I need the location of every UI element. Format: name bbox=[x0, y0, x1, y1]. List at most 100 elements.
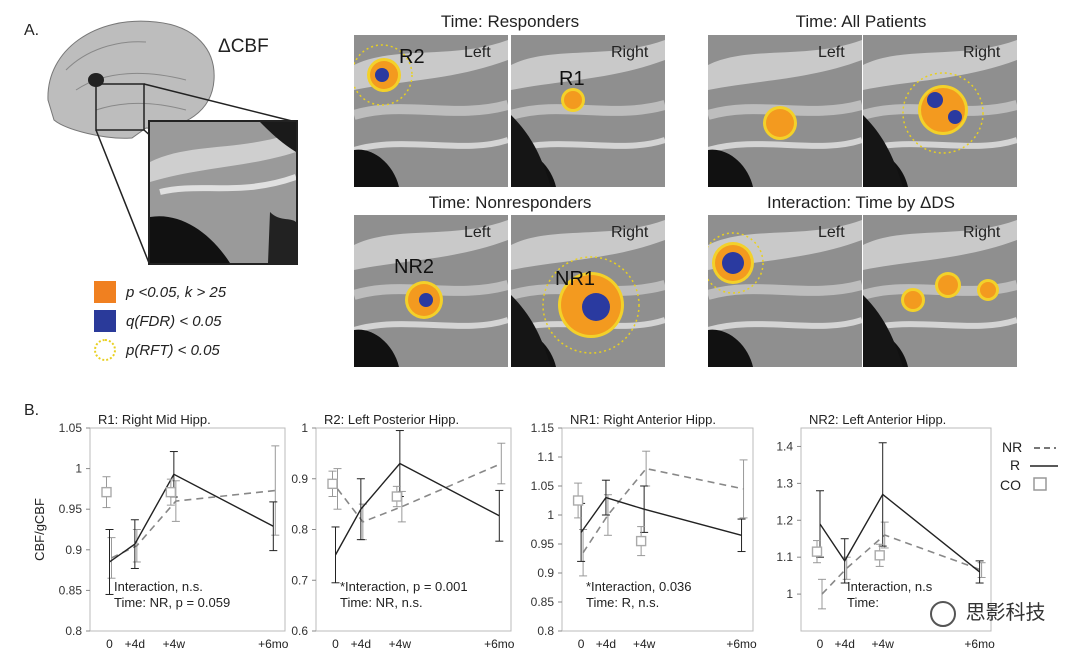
annotation: Time: R, n.s. bbox=[586, 595, 659, 610]
legend-item-rft: p(RFT) < 0.05 bbox=[94, 339, 220, 361]
series-line-r bbox=[819, 493, 981, 573]
watermark-logo-icon bbox=[930, 600, 956, 627]
y-tick-label: 1 bbox=[786, 587, 793, 601]
chart-1: R1: Right Mid Hipp. 0.8 0.85 0.9 0.95 1 1.05 0 +… bbox=[32, 412, 289, 651]
y-tick-label: 1.1 bbox=[537, 450, 554, 464]
hemisphere-label: Left bbox=[464, 224, 491, 241]
annotation: Time: NR, n.s. bbox=[340, 595, 423, 610]
y-tick-label: 1.15 bbox=[531, 421, 555, 435]
legend-item-fdr: q(FDR) < 0.05 bbox=[94, 310, 221, 332]
brain-map-tile-right: Right bbox=[863, 35, 1017, 187]
hemisphere-label: Right bbox=[963, 224, 1001, 241]
chart-2: R2: Left Posterior Hipp. 0.6 0.7 0.8 0.9 1 0 +4… bbox=[291, 412, 515, 651]
y-tick-label: 1.05 bbox=[59, 421, 83, 435]
measure-label: ΔCBF bbox=[218, 36, 269, 57]
chart-4: NR2: Left Anterior Hipp. 1 1.1 1.2 1.3 1.4 0 +4… bbox=[776, 412, 995, 651]
y-tick-label: 0.9 bbox=[291, 472, 308, 486]
x-tick-label: +4d bbox=[596, 637, 616, 651]
chart-title: NR2: Left Anterior Hipp. bbox=[809, 412, 946, 427]
map-title-all-patients: Time: All Patients bbox=[795, 12, 927, 31]
y-tick-label: 0.85 bbox=[59, 583, 83, 597]
x-tick-label: +6mo bbox=[258, 637, 289, 651]
annotation: *Interaction, 0.036 bbox=[586, 579, 692, 594]
annotation: Interaction, n.s bbox=[847, 579, 933, 594]
co-point bbox=[101, 486, 112, 498]
chart-3: NR1: Right Anterior Hipp. 0.8 0.85 0.9 0.95 1… bbox=[531, 412, 757, 651]
legend-label: q(FDR) < 0.05 bbox=[126, 312, 222, 330]
co-point bbox=[811, 546, 823, 557]
y-tick-label: 0.9 bbox=[65, 543, 82, 557]
zoomed-hippocampus-inset bbox=[148, 120, 298, 265]
chart-title: R1: Right Mid Hipp. bbox=[98, 412, 211, 427]
watermark: 思影科技 bbox=[930, 596, 1046, 627]
y-tick-label: 0.85 bbox=[531, 595, 555, 609]
x-tick-label: +6mo bbox=[726, 637, 757, 651]
y-tick-label: 1.1 bbox=[776, 550, 793, 564]
brain-map-tile-right: Right bbox=[863, 215, 1017, 367]
legend-co-text: CO bbox=[1000, 477, 1021, 493]
plot-frame bbox=[89, 427, 286, 632]
hemisphere-label: Left bbox=[818, 224, 845, 241]
watermark-text: 思影科技 bbox=[965, 602, 1046, 624]
y-tick-label: 1.2 bbox=[776, 513, 793, 527]
region-label: R1 bbox=[559, 68, 585, 90]
panel-a-label: A. bbox=[24, 22, 40, 39]
brain-map-tile-right: Right NR1 bbox=[511, 215, 665, 367]
co-point bbox=[391, 491, 403, 502]
y-tick-label: 1.4 bbox=[776, 439, 793, 453]
x-tick-label: +4d bbox=[351, 637, 371, 651]
brain-map-tile-left: Left NR2 bbox=[354, 215, 508, 367]
panel-b-label: B. bbox=[24, 402, 40, 419]
x-tick-label: +4w bbox=[163, 637, 186, 651]
co-point bbox=[327, 478, 338, 490]
annotation: Time: NR, p = 0.059 bbox=[114, 595, 230, 610]
x-tick-label: +4w bbox=[872, 637, 895, 651]
brain-sagittal-illustration bbox=[47, 20, 293, 264]
plot-frame bbox=[561, 427, 754, 632]
legend-nr-text: NR bbox=[1002, 439, 1022, 455]
brain-map-tile-left: Left R2 bbox=[354, 35, 508, 187]
series-line-nr bbox=[111, 489, 276, 559]
x-tick-label: 0 bbox=[578, 637, 585, 651]
y-tick-label: 0.95 bbox=[59, 502, 83, 516]
x-tick-label: +4d bbox=[835, 637, 855, 651]
map-title-responders: Time: Responders bbox=[440, 12, 580, 31]
y-tick-label: 0.8 bbox=[537, 624, 554, 638]
legend-co-square bbox=[1033, 477, 1047, 491]
y-tick-label: 0.7 bbox=[291, 573, 308, 587]
x-tick-label: +6mo bbox=[964, 637, 995, 651]
hemisphere-label: Right bbox=[611, 44, 649, 61]
legend-r-text: R bbox=[1010, 457, 1020, 473]
y-tick-label: 1 bbox=[75, 462, 82, 476]
y-tick-label: 0.8 bbox=[291, 523, 308, 537]
x-tick-label: +6mo bbox=[484, 637, 515, 651]
brain-map-tile-left: Left bbox=[708, 35, 862, 187]
y-tick-label: 1.3 bbox=[776, 476, 793, 490]
blue-swatch bbox=[94, 310, 116, 332]
x-tick-label: 0 bbox=[106, 637, 113, 651]
orange-swatch bbox=[94, 281, 116, 303]
legend-item-p005: p <0.05, k > 25 bbox=[94, 281, 226, 303]
hemisphere-label: Right bbox=[963, 44, 1001, 61]
y-tick-label: 0.6 bbox=[291, 624, 308, 638]
series-line-nr bbox=[336, 462, 502, 523]
co-point bbox=[635, 535, 647, 547]
y-tick-label: 1 bbox=[547, 508, 554, 522]
y-tick-label: 1.05 bbox=[531, 479, 555, 493]
annotation: Time: bbox=[847, 595, 879, 610]
region-label: NR1 bbox=[555, 268, 595, 290]
region-label: R2 bbox=[399, 46, 425, 68]
map-title-interaction: Interaction: Time by ΔDS bbox=[766, 193, 956, 212]
y-axis-label: CBF/gCBF bbox=[32, 498, 47, 561]
legend-label: p(RFT) < 0.05 bbox=[126, 341, 220, 359]
x-tick-label: 0 bbox=[332, 637, 339, 651]
hemisphere-label: Left bbox=[464, 44, 491, 61]
region-label: NR2 bbox=[394, 256, 434, 278]
chart-title: R2: Left Posterior Hipp. bbox=[324, 412, 459, 427]
annotation: Interaction, n.s. bbox=[114, 579, 203, 594]
brain-map-tile-right: Right R1 bbox=[511, 35, 665, 187]
dotted-circle-swatch bbox=[94, 339, 116, 361]
co-point bbox=[572, 495, 584, 506]
series-line-r bbox=[109, 473, 274, 563]
plot-frame bbox=[800, 427, 992, 632]
